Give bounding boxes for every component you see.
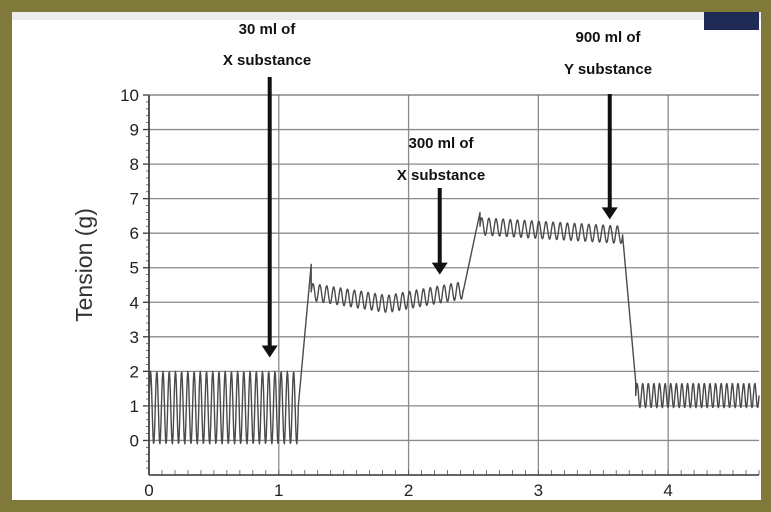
chart-panel: 0 1 2 3 4 5 6 7 8 9 10 0 1 2 3 4 30 ml of X substance 300… xyxy=(12,12,761,500)
y-tick-label: 8 xyxy=(130,155,139,174)
x-tick-label: 0 xyxy=(144,481,153,500)
annotation-line1: 900 ml of xyxy=(575,29,641,46)
y-tick-label: 6 xyxy=(130,224,139,243)
annotation-2: 300 ml of X substance xyxy=(397,135,485,275)
y-tick-label: 1 xyxy=(130,397,139,416)
annotation-1: 30 ml of X substance xyxy=(223,21,311,358)
annotation-line1: 30 ml of xyxy=(239,21,297,38)
y-tick-label: 3 xyxy=(130,328,139,347)
x-tick-label: 2 xyxy=(404,481,413,500)
y-tick-label: 4 xyxy=(130,293,139,312)
y-tick-label: 7 xyxy=(130,190,139,209)
grid xyxy=(148,94,759,475)
annotation-arrow-head xyxy=(431,262,448,275)
corner-tab xyxy=(704,12,759,30)
y-tick-label: 0 xyxy=(130,431,139,450)
annotation-line1: 300 ml of xyxy=(408,135,474,152)
axes: 0 1 2 3 4 5 6 7 8 9 10 0 1 2 3 4 xyxy=(120,86,760,500)
annotation-line2: Y substance xyxy=(564,61,652,78)
y-tick-label: 2 xyxy=(130,362,139,381)
y-axis-label: Tension (g) xyxy=(71,208,97,322)
series xyxy=(148,211,760,445)
tension-trace xyxy=(148,211,760,445)
x-tick-label: 4 xyxy=(663,481,672,500)
annotation-arrow-head xyxy=(601,207,618,220)
x-tick-label: 3 xyxy=(534,481,543,500)
annotations: 30 ml of X substance 300 ml of X substance 9… xyxy=(223,21,652,358)
annotation-line2: X substance xyxy=(397,167,485,184)
annotation-3: 900 ml of Y substance xyxy=(564,29,652,220)
y-tick-label: 9 xyxy=(130,121,139,140)
x-tick-label: 1 xyxy=(274,481,283,500)
y-tick-label: 10 xyxy=(120,86,139,105)
annotation-line2: X substance xyxy=(223,52,311,69)
annotation-arrow-head xyxy=(261,345,278,358)
y-tick-label: 5 xyxy=(130,259,139,278)
top-strip xyxy=(12,12,761,20)
